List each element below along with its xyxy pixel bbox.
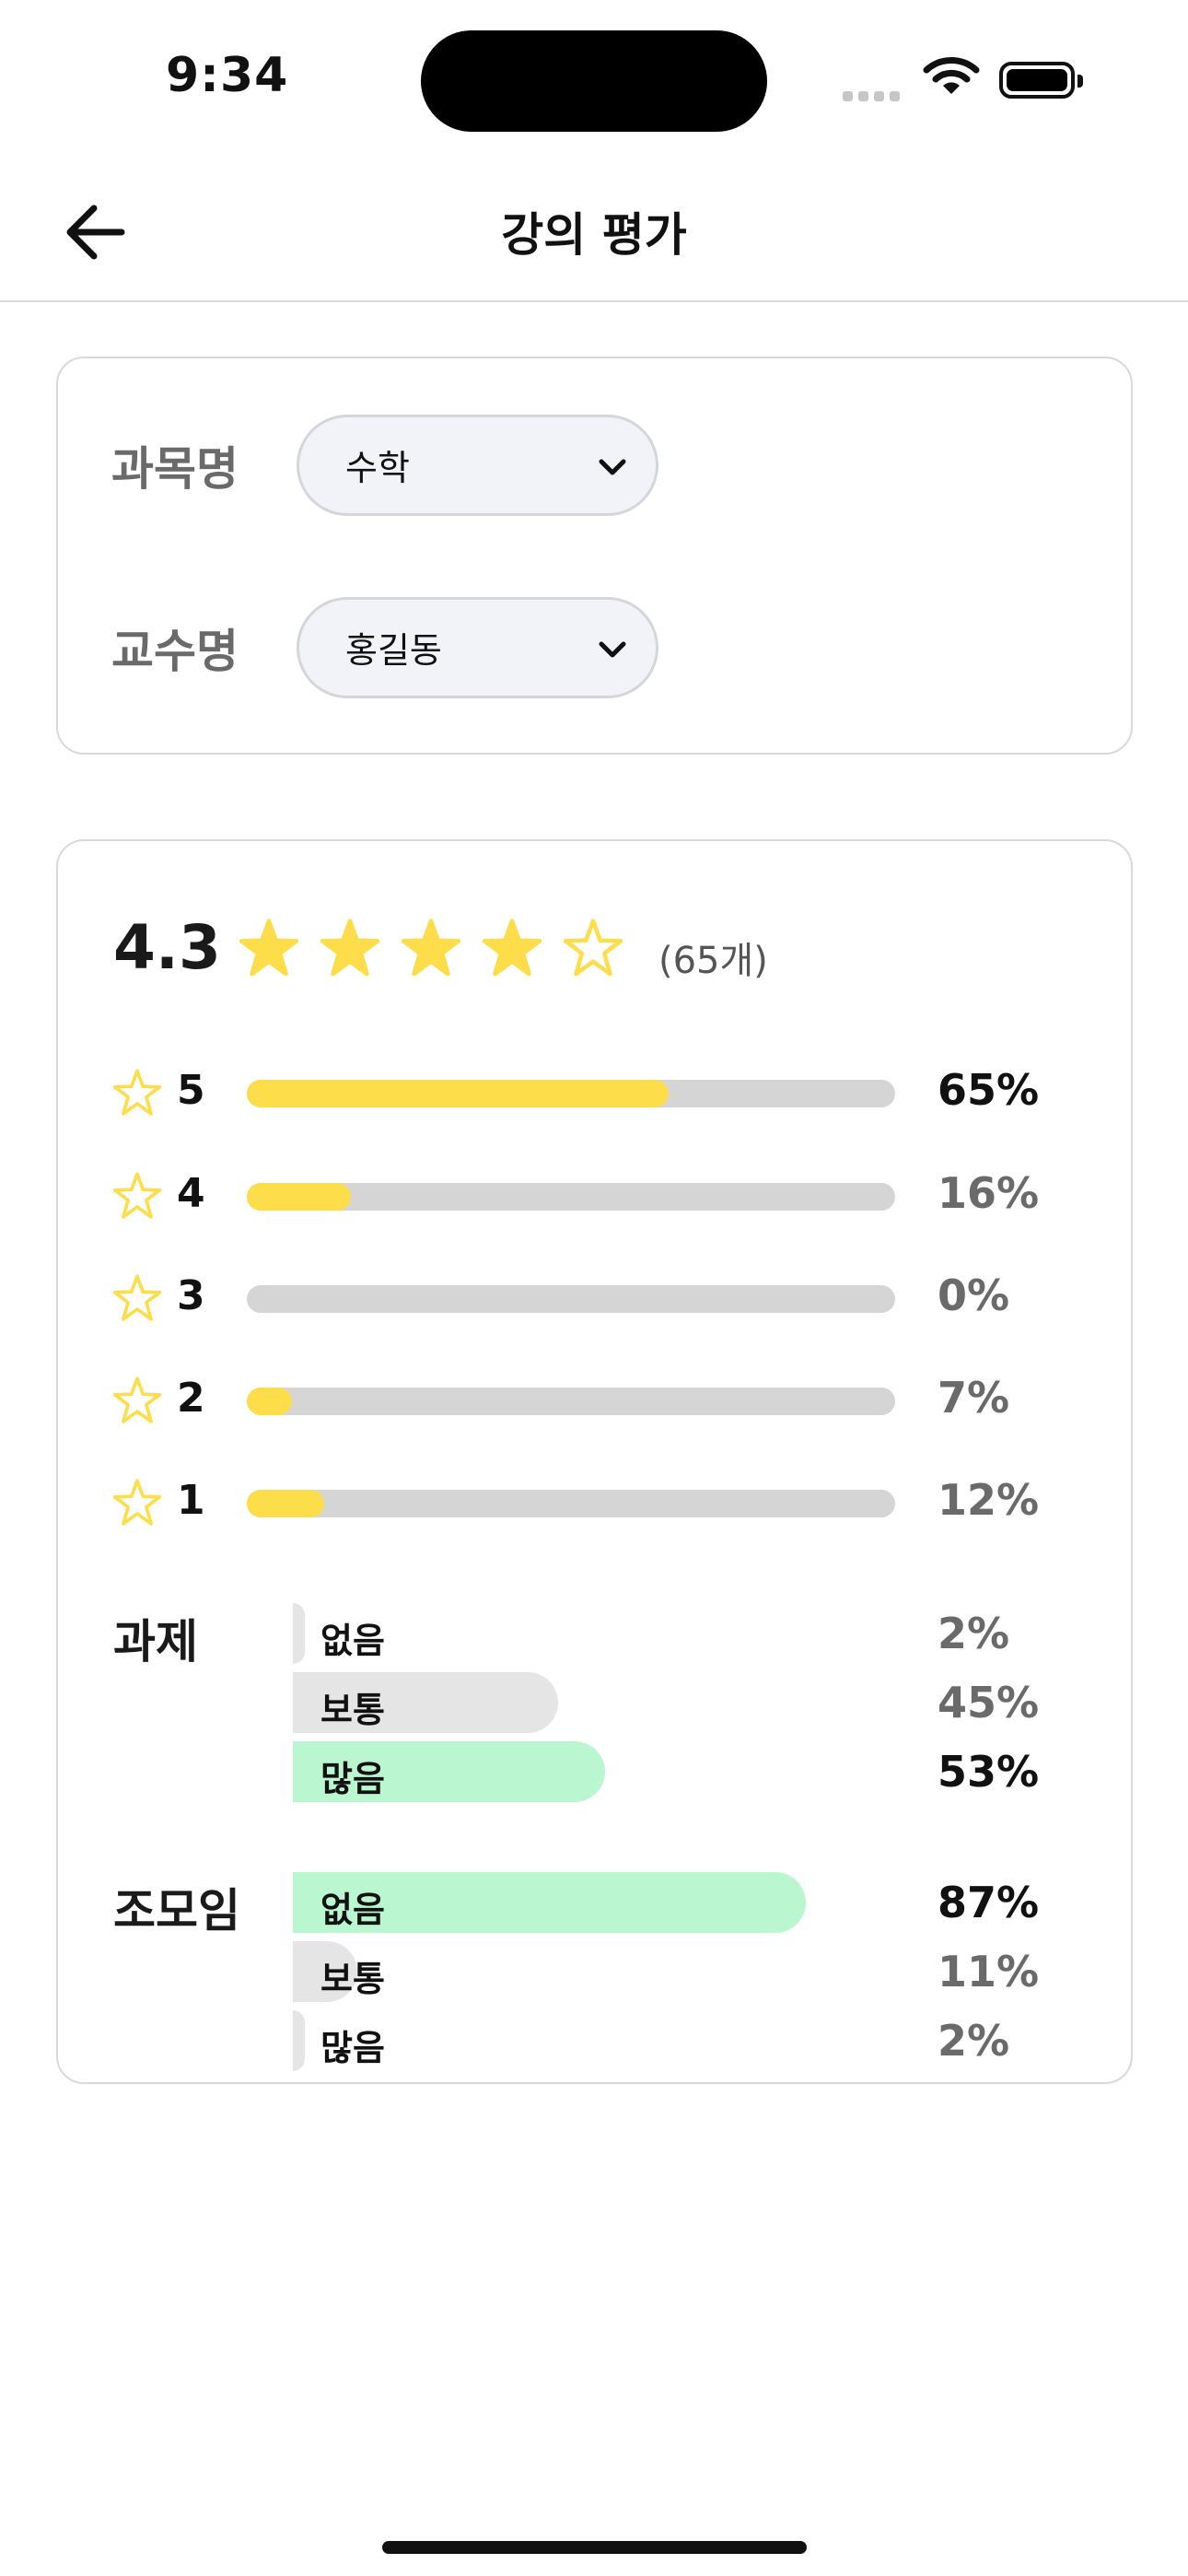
professor-label: 교수명: [111, 625, 239, 678]
rating-bar-track: [247, 1080, 895, 1107]
workload-level-label: 보통: [320, 1690, 385, 1730]
star-filled-icon: [483, 919, 542, 977]
workload-level-label: 많음: [320, 1759, 385, 1799]
dynamic-island: [421, 30, 767, 132]
rating-row-percent: 0%: [938, 1270, 1010, 1320]
star-outline-icon: [113, 1274, 183, 1322]
rating-bar-track: [247, 1183, 895, 1211]
star-outline-icon: [113, 1069, 183, 1117]
star-outline-icon: [113, 1172, 183, 1220]
rating-row-stars: 4: [177, 1170, 205, 1217]
workload-level-label: 없음: [320, 1890, 385, 1930]
workload-bar: [293, 1941, 357, 2002]
workload-level-label: 많음: [320, 2028, 385, 2068]
rating-bar-track: [247, 1490, 895, 1517]
star-outline-icon: [113, 1479, 161, 1526]
subject-select[interactable]: 수학: [297, 415, 658, 516]
workload-bar: [293, 1872, 806, 1933]
back-button[interactable]: [61, 195, 134, 269]
nav-divider: [0, 300, 1188, 302]
star-outline-icon: [113, 1376, 183, 1424]
star-filled-icon: [402, 919, 460, 977]
status-time: 9:34: [166, 48, 289, 103]
professor-select-value: 홍길동: [345, 630, 442, 671]
workload-percent: 2%: [938, 2016, 1010, 2066]
workload-bar: [293, 1741, 605, 1802]
page-title: 강의 평가: [501, 208, 687, 262]
workload-percent: 87%: [938, 1878, 1040, 1927]
workload-bar: [293, 2010, 305, 2071]
rating-bar-fill: [247, 1490, 325, 1517]
rating-row-percent: 65%: [938, 1065, 1040, 1115]
workload-percent: 45%: [938, 1678, 1040, 1727]
rating-bar-fill: [247, 1183, 351, 1211]
workload-percent: 2%: [938, 1609, 1010, 1658]
battery-icon: [999, 62, 1075, 99]
average-stars: [239, 919, 645, 978]
rating-bar-fill: [247, 1388, 293, 1415]
star-outline-icon: [113, 1479, 183, 1527]
subject-label: 과목명: [111, 442, 239, 496]
rating-row-percent: 16%: [938, 1168, 1040, 1218]
cellular-signal-icon: [843, 88, 905, 105]
chevron-down-icon: [599, 641, 626, 658]
battery-tip: [1077, 75, 1083, 88]
rating-bar-fill: [247, 1080, 669, 1107]
workload-percent: 11%: [938, 1947, 1040, 1996]
workload-level-label: 보통: [320, 1959, 385, 1999]
home-indicator: [382, 2541, 807, 2554]
star-outline-icon: [113, 1376, 161, 1423]
arrow-left-icon: [66, 205, 125, 260]
rating-row-stars: 5: [177, 1067, 205, 1114]
average-rating: 4.3: [113, 912, 221, 983]
star-outline-icon: [113, 1172, 161, 1219]
rating-bar-track: [247, 1285, 895, 1313]
workload-level-label: 없음: [320, 1621, 385, 1661]
rating-row-percent: 7%: [938, 1373, 1010, 1423]
star-empty-icon: [564, 919, 623, 977]
rating-count: (65개): [658, 940, 768, 982]
star-filled-icon: [320, 919, 379, 977]
subject-select-value: 수학: [345, 448, 410, 488]
chevron-down-icon: [599, 459, 626, 475]
rating-row-percent: 12%: [938, 1475, 1040, 1525]
wifi-icon: [923, 55, 980, 101]
workload-group-label: 조모임: [113, 1884, 240, 1938]
star-outline-icon: [113, 1069, 161, 1116]
star-filled-icon: [239, 919, 298, 977]
workload-percent: 53%: [938, 1747, 1040, 1797]
professor-select[interactable]: 홍길동: [297, 597, 658, 698]
workload-bar: [293, 1672, 558, 1733]
rating-row-stars: 3: [177, 1272, 205, 1319]
rating-bar-track: [247, 1388, 895, 1415]
rating-row-stars: 2: [177, 1375, 205, 1422]
workload-bar: [293, 1603, 305, 1664]
star-outline-icon: [113, 1274, 161, 1321]
workload-group-label: 과제: [113, 1615, 198, 1669]
rating-row-stars: 1: [177, 1477, 205, 1524]
